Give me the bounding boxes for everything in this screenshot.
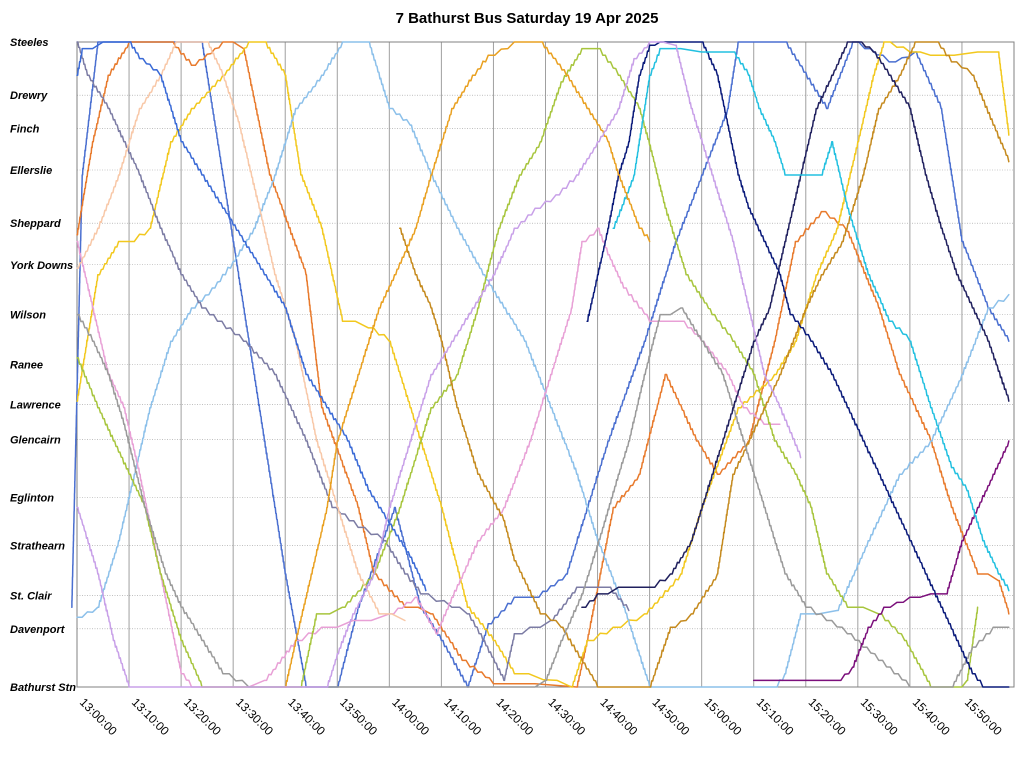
stop-label: Strathearn	[10, 541, 65, 553]
vehicle-trip-line	[76, 47, 979, 688]
vehicle-trip-line	[581, 41, 1010, 608]
time-tick-label: 15:10:00	[754, 695, 797, 738]
time-tick-label: 14:30:00	[545, 695, 588, 738]
stop-label: Steeles	[10, 37, 49, 49]
vehicle-trip-line	[76, 227, 781, 688]
vehicle-trip-line	[76, 41, 802, 688]
time-tick-label: 13:20:00	[181, 695, 224, 738]
vehicle-trip-line	[76, 41, 427, 592]
time-tick-label: 15:40:00	[910, 695, 953, 738]
time-tick-label: 13:30:00	[233, 695, 276, 738]
grid-vertical	[76, 42, 963, 687]
chart-title: 7 Bathurst Bus Saturday 19 Apr 2025	[396, 10, 659, 27]
time-tick-labels: 13:00:00 13:10:00 13:20:00 13:30:00 13:40:00…	[77, 695, 1005, 738]
time-tick-label: 13:50:00	[337, 695, 380, 738]
time-tick-label: 15:00:00	[702, 695, 745, 738]
series-layer	[71, 41, 1010, 688]
time-tick-label: 15:50:00	[962, 695, 1005, 738]
stop-label: St. Clair	[10, 591, 52, 603]
stop-label: York Downs	[10, 260, 73, 272]
time-tick-label: 14:20:00	[493, 695, 536, 738]
stop-label: Davenport	[10, 624, 66, 636]
stop-label: Lawrence	[10, 399, 61, 411]
stop-label: Ranee	[10, 360, 43, 372]
time-tick-label: 13:10:00	[129, 695, 172, 738]
stop-label: Sheppard	[10, 218, 61, 230]
time-tick-label: 13:40:00	[285, 695, 328, 738]
vehicle-trip-line	[76, 41, 1010, 688]
stop-label: Bathurst Stn	[10, 682, 76, 694]
stop-label: Drewry	[10, 90, 48, 102]
stop-label: Finch	[10, 123, 40, 135]
vehicle-trip-line	[76, 41, 1010, 688]
vehicle-trip-line	[612, 47, 1010, 592]
stop-label: Glencairn	[10, 434, 61, 446]
stop-label: Wilson	[10, 310, 46, 322]
time-tick-label: 15:20:00	[806, 695, 849, 738]
vehicle-trip-line	[284, 41, 651, 688]
stop-label: Eglinton	[10, 492, 54, 504]
vehicle-trip-line	[752, 440, 1010, 682]
vehicle-trip-line	[71, 41, 1010, 688]
time-tick-label: 14:00:00	[389, 695, 432, 738]
time-tick-label: 13:00:00	[77, 695, 120, 738]
vehicle-trip-line	[586, 41, 1010, 688]
vehicle-trip-line	[76, 41, 630, 682]
time-tick-label: 14:10:00	[441, 695, 484, 738]
time-tick-label: 14:40:00	[597, 695, 640, 738]
vehicle-trip-line	[76, 307, 1010, 688]
time-tick-label: 14:50:00	[649, 695, 692, 738]
stop-label: Ellerslie	[10, 165, 52, 177]
vehicle-trip-line	[76, 41, 406, 622]
time-tick-label: 15:30:00	[858, 695, 901, 738]
stop-labels: Steeles Drewry Finch Ellerslie Sheppard York …	[10, 37, 76, 694]
vehicle-trip-line	[398, 41, 1010, 688]
